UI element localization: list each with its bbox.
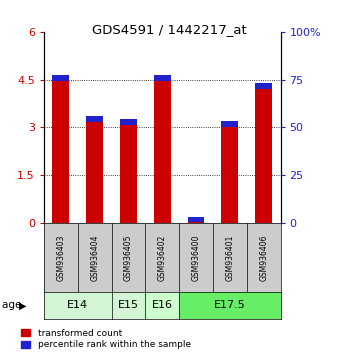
Text: GSM936401: GSM936401 [225, 234, 234, 281]
Text: ▶: ▶ [19, 300, 26, 310]
Bar [255, 83, 272, 88]
Text: E14: E14 [67, 300, 88, 310]
Text: GSM936405: GSM936405 [124, 234, 133, 281]
Bar [52, 75, 69, 223]
Bar [86, 116, 103, 122]
Bar [188, 217, 204, 223]
Legend: transformed count, percentile rank within the sample: transformed count, percentile rank withi… [21, 329, 191, 349]
Text: E17.5: E17.5 [214, 300, 246, 310]
Text: age: age [2, 300, 24, 310]
Text: E15: E15 [118, 300, 139, 310]
Bar [255, 83, 272, 223]
Text: GSM936400: GSM936400 [192, 234, 200, 281]
Bar [120, 120, 137, 125]
Text: GSM936406: GSM936406 [259, 234, 268, 281]
Bar [120, 120, 137, 223]
Bar [154, 75, 171, 223]
Text: GDS4591 / 1442217_at: GDS4591 / 1442217_at [92, 23, 246, 36]
Text: GSM936402: GSM936402 [158, 234, 167, 281]
Bar [188, 217, 204, 222]
Bar [221, 121, 238, 223]
Text: GSM936404: GSM936404 [90, 234, 99, 281]
Text: E16: E16 [152, 300, 173, 310]
Bar [52, 75, 69, 81]
Bar [86, 116, 103, 223]
Text: GSM936403: GSM936403 [56, 234, 65, 281]
Bar [221, 121, 238, 127]
Bar [154, 75, 171, 81]
